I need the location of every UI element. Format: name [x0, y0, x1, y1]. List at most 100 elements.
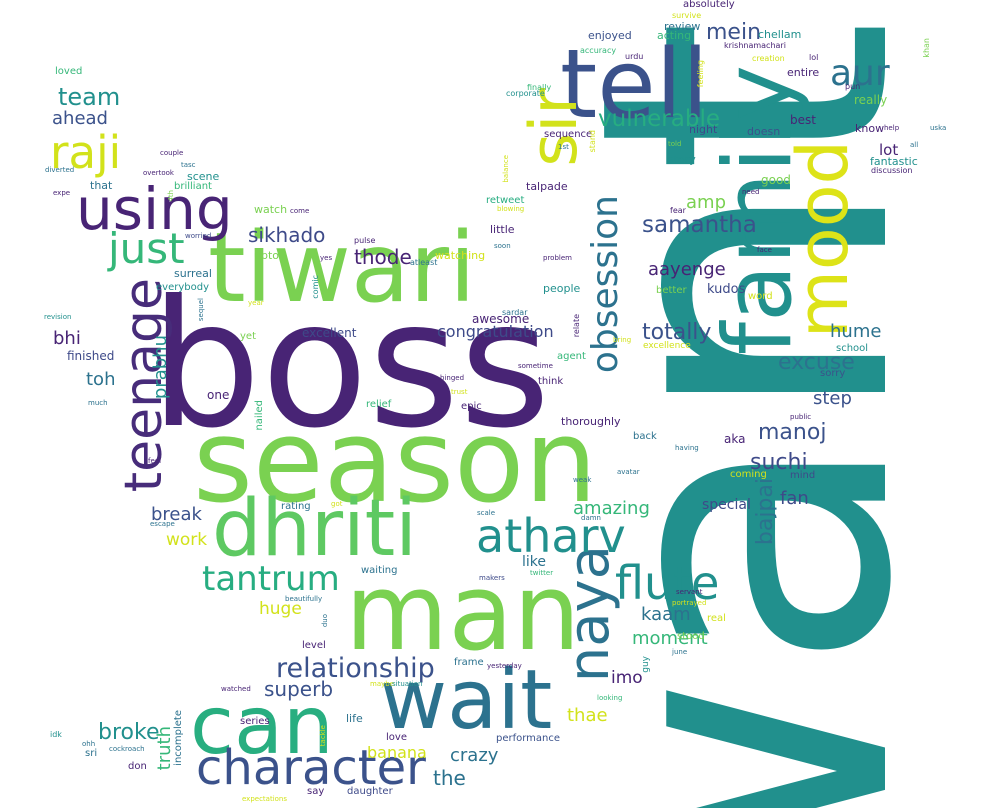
word-work: work — [166, 530, 208, 550]
word-mind: mind — [790, 470, 816, 481]
word-told: told — [668, 140, 682, 148]
word-say: say — [307, 786, 325, 797]
word-watching: watching — [435, 249, 486, 262]
word-one: one — [207, 388, 230, 402]
word-nailed: nailed — [254, 400, 265, 431]
word-love: love — [386, 732, 407, 743]
word-khan: khan — [922, 38, 931, 58]
word-sir: sir — [517, 88, 592, 167]
word-makers: makers — [479, 574, 505, 582]
word-kaam: kaam — [641, 604, 691, 625]
word-amazing: amazing — [573, 498, 650, 519]
word-surreal: surreal — [174, 267, 212, 280]
word-bhi: bhi — [53, 328, 81, 349]
word-fear: fear — [670, 206, 686, 215]
word-urdu: urdu — [625, 52, 644, 61]
word-excuse: excuse — [778, 350, 855, 375]
word-season: season — [193, 395, 598, 529]
word-finished: finished — [67, 349, 115, 363]
word-raji: raji — [50, 126, 122, 179]
word-sequel: sequel — [197, 298, 205, 322]
word-ohh: ohh — [82, 740, 96, 748]
word-bring: bring — [613, 336, 632, 344]
word-suchi: suchi — [750, 450, 808, 475]
word-idk: idk — [50, 730, 62, 739]
word-waiting: waiting — [361, 565, 398, 576]
word-blowing: blowing — [497, 205, 525, 213]
word-avatar: avatar — [617, 468, 640, 476]
word-excellence: excellence — [643, 341, 691, 351]
word-watched: watched — [221, 685, 251, 693]
word-coming: coming — [730, 469, 767, 480]
word-come: come — [290, 207, 310, 215]
word-relief: relief — [366, 399, 392, 410]
word-got: got — [331, 500, 343, 508]
word-relate: relate — [572, 314, 581, 338]
word-loved: loved — [55, 66, 83, 77]
word-pulse: pulse — [354, 236, 376, 245]
word-that: that — [90, 179, 113, 192]
word-better: better — [656, 285, 687, 296]
word-epic: epic — [461, 401, 482, 412]
word-looking: looking — [597, 694, 623, 702]
word-broke: broke — [98, 720, 160, 745]
word-help: help — [884, 124, 900, 132]
word-portrayed: portrayed — [672, 599, 707, 607]
word-word: word — [748, 291, 773, 302]
word-aur: aur — [830, 53, 890, 94]
word-much: much — [88, 399, 108, 407]
word-bajpai: bajpai — [753, 478, 778, 546]
word-back: back — [633, 431, 657, 442]
word-guy: guy — [641, 656, 651, 673]
word-lol: lol — [809, 53, 819, 62]
word-truth: truth — [154, 726, 175, 771]
word-atleast: atleast — [410, 258, 438, 267]
word-prabhu: prabhu — [150, 335, 171, 400]
word-life: life — [346, 712, 363, 725]
word-all: all — [910, 141, 919, 149]
word-step: step — [813, 388, 852, 409]
word-acting: acting — [657, 29, 692, 42]
word-comic: comic — [311, 275, 320, 299]
word-obsession: obsession — [585, 195, 626, 374]
word-lot: lot — [879, 141, 899, 159]
word-moment: moment — [632, 628, 708, 649]
word-retweet: retweet — [486, 195, 525, 206]
word-face: face — [757, 246, 772, 254]
word-beautifully: beautifully — [285, 595, 323, 603]
word-finally: finally — [527, 83, 552, 92]
word-trust: trust — [451, 388, 468, 396]
word-imo: imo — [611, 668, 643, 688]
word-sequence: sequence — [544, 129, 593, 140]
word-worried: worried — [185, 232, 212, 240]
word-superb: superb — [264, 677, 334, 701]
word-expe: expe — [53, 189, 71, 197]
word-daughter: daughter — [347, 786, 393, 797]
word-special: special — [702, 497, 751, 513]
word-tantrum: tantrum — [202, 559, 340, 599]
word-year: year — [248, 299, 264, 307]
word-like: like — [522, 554, 547, 570]
word-sometime: sometime — [518, 362, 553, 370]
word-binged: binged — [440, 374, 465, 382]
word-need: need — [742, 188, 760, 196]
word-couple: couple — [160, 149, 184, 157]
word-entire: entire — [787, 66, 820, 79]
word-can: can — [190, 679, 334, 772]
word-talpade: talpade — [526, 180, 568, 193]
word-excellent: excellent — [302, 326, 357, 340]
word-agent: agent — [557, 351, 586, 362]
word-situation: situation — [392, 680, 423, 688]
word-aka: aka — [724, 432, 746, 446]
word-soon: soon — [494, 242, 511, 250]
word-incomplete: incomplete — [173, 710, 184, 766]
word-fantastic: fantastic — [870, 155, 918, 168]
word-man: man — [345, 551, 581, 674]
word-sri: sri — [85, 748, 98, 759]
word-thode: thode — [354, 245, 412, 269]
word-flute: flute — [615, 556, 720, 610]
word-wait: wait — [380, 653, 553, 748]
word-krishnamachari: krishnamachari — [724, 41, 786, 50]
word-ahead: ahead — [52, 108, 108, 129]
word-aayenge: aayenge — [648, 259, 726, 280]
